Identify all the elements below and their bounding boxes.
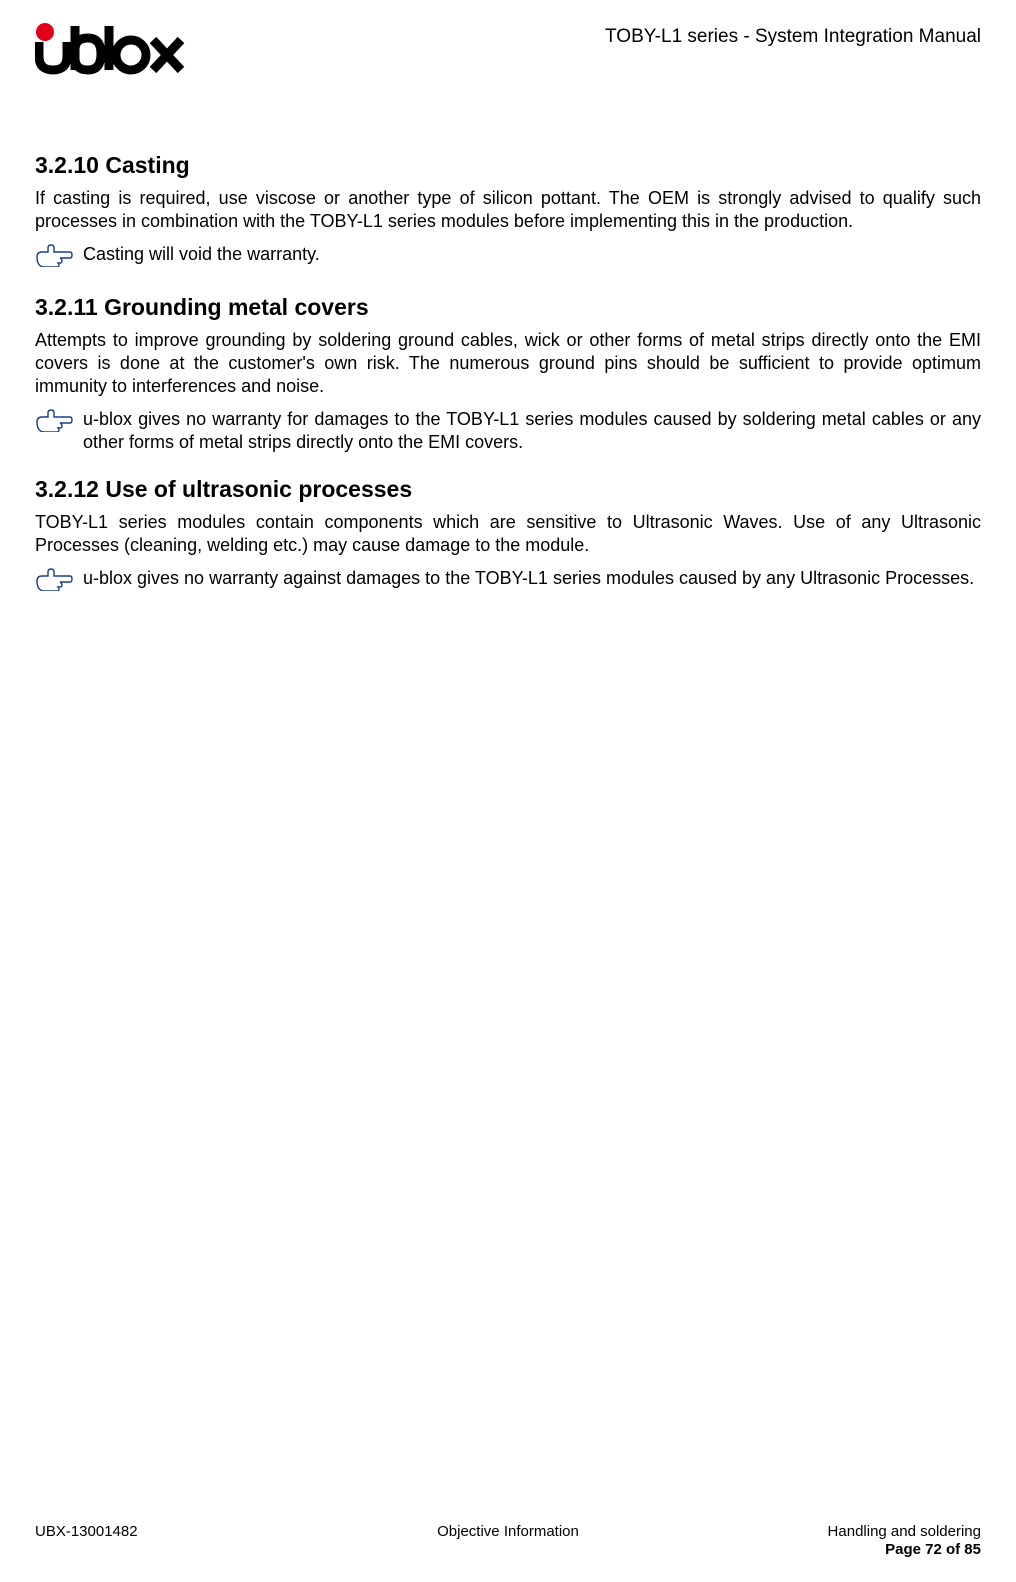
page-header: TOBY-L1 series - System Integration Manu… bbox=[35, 20, 981, 90]
note-text: u-blox gives no warranty for damages to … bbox=[83, 408, 981, 454]
pointing-hand-icon bbox=[35, 243, 83, 272]
ublox-logo bbox=[35, 20, 187, 81]
note-row: u-blox gives no warranty for damages to … bbox=[35, 408, 981, 454]
section-heading: 3.2.12 Use of ultrasonic processes bbox=[35, 476, 981, 503]
note-row: Casting will void the warranty. bbox=[35, 243, 981, 272]
page-content: 3.2.10 Casting If casting is required, u… bbox=[35, 130, 981, 610]
section-heading: 3.2.11 Grounding metal covers bbox=[35, 294, 981, 321]
pointing-hand-icon bbox=[35, 408, 83, 437]
note-row: u-blox gives no warranty against damages… bbox=[35, 567, 981, 596]
footer-section-name: Handling and soldering bbox=[828, 1523, 981, 1540]
page: TOBY-L1 series - System Integration Manu… bbox=[0, 0, 1016, 1582]
footer-page-number: Page 72 of 85 bbox=[885, 1541, 981, 1558]
section-body: TOBY-L1 series modules contain component… bbox=[35, 511, 981, 557]
section-body: If casting is required, use viscose or a… bbox=[35, 187, 981, 233]
document-title: TOBY-L1 series - System Integration Manu… bbox=[605, 26, 981, 48]
pointing-hand-icon bbox=[35, 567, 83, 596]
note-text: u-blox gives no warranty against damages… bbox=[83, 567, 981, 590]
section-body: Attempts to improve grounding by solderi… bbox=[35, 329, 981, 398]
section-heading: 3.2.10 Casting bbox=[35, 152, 981, 179]
note-text: Casting will void the warranty. bbox=[83, 243, 981, 266]
